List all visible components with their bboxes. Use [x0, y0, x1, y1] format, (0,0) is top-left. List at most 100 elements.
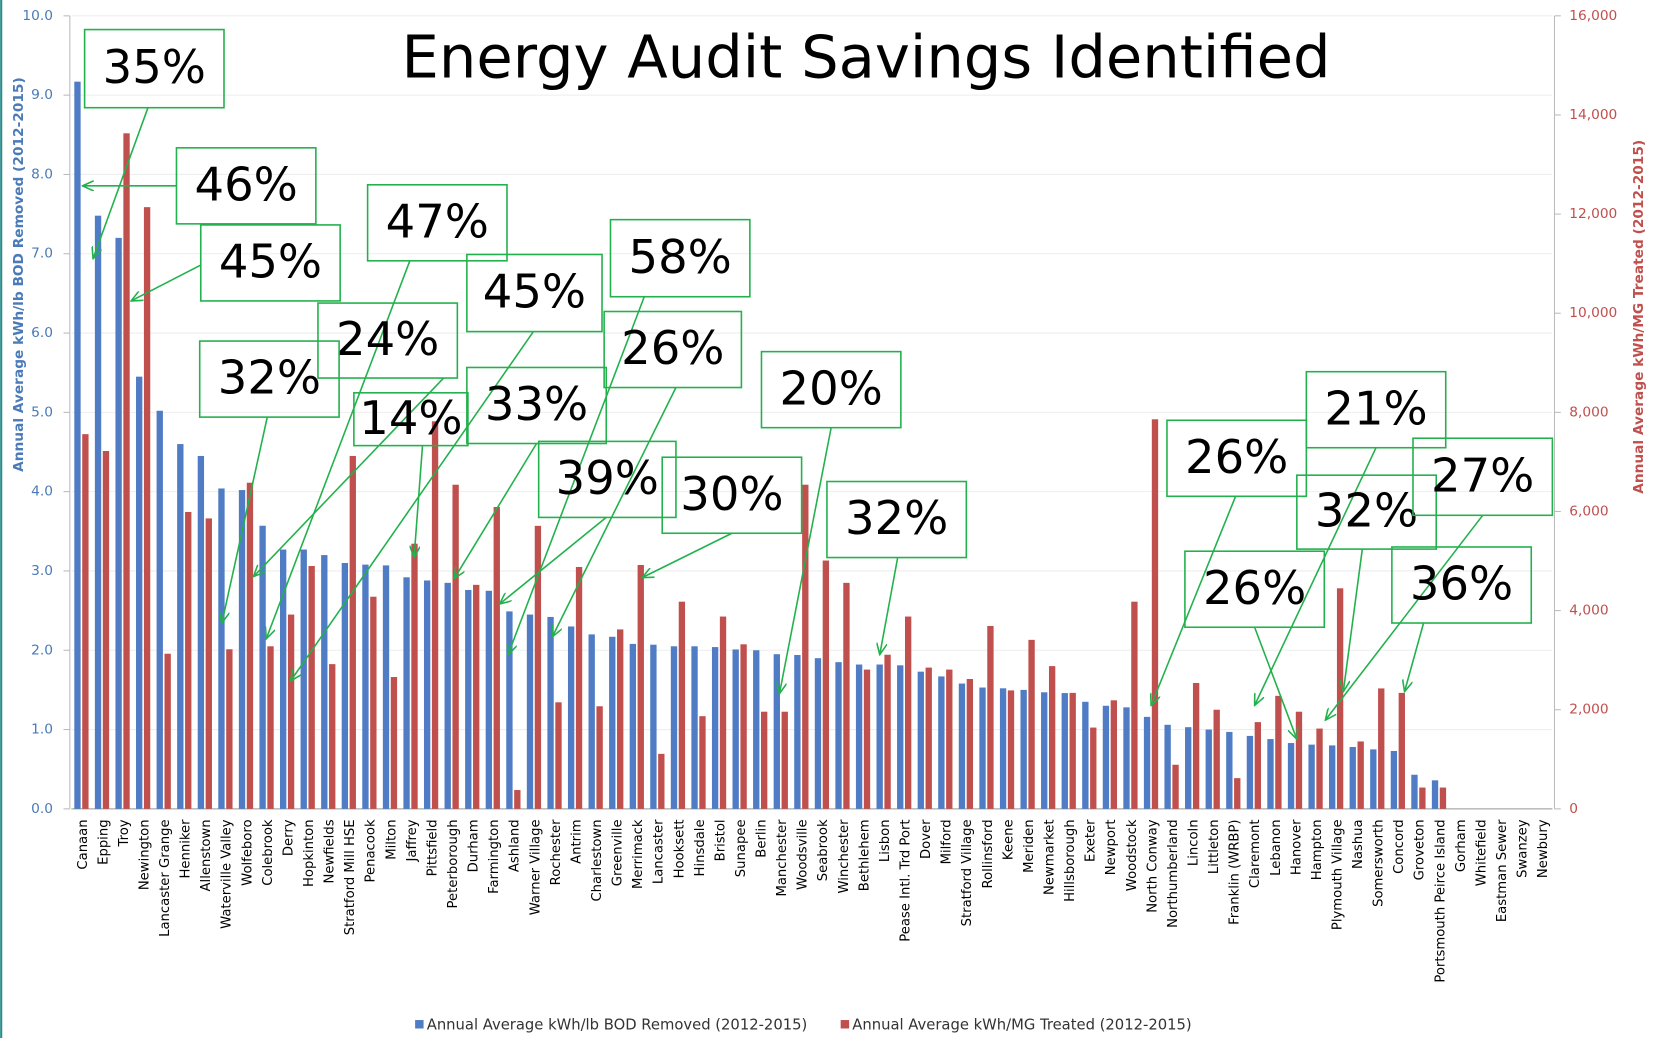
bar [876, 664, 883, 809]
bar [753, 650, 760, 809]
y-tick-label: 10.0 [22, 8, 53, 24]
bar [136, 376, 143, 809]
callout-arrow [1253, 626, 1297, 739]
bar [205, 518, 212, 809]
callout-label: 27% [1431, 448, 1534, 502]
bar [547, 616, 554, 809]
bar [1185, 727, 1192, 809]
bar [197, 455, 205, 809]
bar [238, 490, 246, 809]
bar [534, 525, 542, 809]
y2-tick-label: 10,000 [1569, 305, 1617, 321]
bar [596, 706, 603, 809]
bar [115, 237, 122, 809]
callout-label: 21% [1324, 381, 1427, 435]
y2-tick-label: 0 [1569, 801, 1578, 817]
x-tick-label: Eastman Sewer [1495, 819, 1510, 922]
callout-arrow [500, 516, 607, 604]
bar [1357, 741, 1364, 809]
bar [329, 664, 336, 809]
bar [691, 646, 698, 809]
bar [123, 133, 130, 809]
x-tick-label: Lebanon [1269, 819, 1284, 875]
y2-tick-label: 12,000 [1569, 206, 1617, 222]
callout-arrow [1255, 447, 1377, 706]
bar [567, 626, 575, 809]
callout-box [609, 218, 751, 298]
legend-label: Annual Average kWh/lb BOD Removed (2012-… [427, 1016, 808, 1033]
bar [650, 644, 657, 809]
y2-tick-label: 14,000 [1569, 107, 1617, 123]
x-tick-label: Bethlehem [857, 819, 872, 891]
callout-label: 47% [386, 194, 489, 248]
bar [1246, 735, 1254, 809]
bar [287, 614, 295, 809]
bar [711, 647, 719, 809]
x-tick-label: Whitefield [1474, 819, 1489, 886]
bar [259, 525, 266, 809]
bar [1041, 692, 1048, 809]
x-tick-label: Merrimack [631, 819, 646, 889]
bar [946, 669, 953, 809]
y2-tick-label: 4,000 [1569, 603, 1608, 619]
bar [897, 665, 904, 809]
bar [143, 207, 151, 809]
x-tick-label: Hopkinton [302, 819, 317, 887]
x-tick-label: Swanzey [1516, 819, 1531, 878]
bar [1336, 588, 1344, 809]
bar [1151, 419, 1159, 809]
x-tick-label: Newfields [323, 819, 338, 883]
x-tick-label: Hanover [1289, 819, 1304, 875]
x-tick-label: Derry [281, 819, 296, 856]
y-axis-label: Annual Average kWh/lb BOD Removed (2012-… [11, 77, 27, 472]
bar [1419, 787, 1426, 809]
x-tick-label: Meriden [1022, 819, 1037, 872]
callout-arrow [642, 532, 733, 577]
x-tick-label: Sunapee [734, 819, 749, 877]
bar [349, 455, 356, 809]
callout-label: 32% [845, 491, 948, 545]
x-tick-label: Wolfeboro [240, 819, 255, 885]
bar [855, 664, 863, 809]
bar [246, 482, 254, 809]
bar [411, 543, 418, 809]
x-tick-label: Newport [1104, 819, 1119, 875]
x-tick-label: Manchester [775, 819, 790, 897]
x-tick-label: Berlin [755, 819, 770, 857]
bar [1431, 780, 1439, 809]
x-tick-label: Franklin (WRBP) [1228, 819, 1243, 925]
bar [1254, 722, 1261, 809]
callout-label: 32% [1315, 484, 1418, 538]
bar [1020, 689, 1027, 809]
x-tick-label: Troy [117, 819, 132, 847]
bar [1378, 688, 1385, 809]
x-tick-label: Hillsborough [1063, 819, 1078, 902]
x-tick-label: Canaan [76, 819, 91, 869]
callout-box [1166, 419, 1308, 498]
x-tick-label: Hooksett [672, 819, 687, 878]
y-tick-label: 1.0 [31, 722, 53, 738]
bar [794, 655, 801, 809]
callout-box [603, 310, 743, 389]
bar [802, 484, 809, 809]
callout-label: 39% [556, 451, 659, 505]
callout-label: 45% [219, 235, 322, 289]
callout-label: 46% [195, 157, 298, 211]
callout-arrow [1325, 514, 1484, 720]
x-tick-label: Woodstock [1125, 819, 1140, 891]
x-tick-label: Keene [1001, 819, 1016, 860]
bar [629, 643, 637, 809]
bar [444, 582, 451, 809]
x-tick-label: Henniker [179, 819, 194, 879]
x-tick-label: Exeter [1084, 819, 1099, 862]
callout-label: 26% [1185, 430, 1288, 484]
callout-label: 32% [218, 351, 321, 405]
bar [1205, 729, 1212, 809]
x-tick-label: Warner Village [528, 819, 543, 915]
bar [1123, 707, 1130, 809]
bar [370, 596, 377, 809]
x-tick-label: Newbury [1536, 819, 1551, 878]
x-tick-label: Penacook [364, 819, 379, 882]
x-tick-label: Gorham [1454, 819, 1469, 872]
